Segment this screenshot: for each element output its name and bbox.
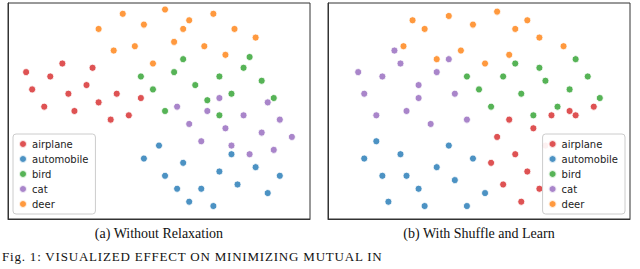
html-text:(b) With Shuffle and Learn: (b) With Shuffle and Learn <box>403 226 555 241</box>
svg-text:automobile: automobile <box>562 154 618 165</box>
svg-text:cat: cat <box>562 184 578 195</box>
svg-text:deer: deer <box>32 199 56 210</box>
svg-text:bird: bird <box>562 169 581 180</box>
svg-text:deer: deer <box>562 199 586 210</box>
svg-text:cat: cat <box>32 184 48 195</box>
html-text:(a) Without Relaxation: (a) Without Relaxation <box>94 226 224 241</box>
svg-text:airplane: airplane <box>562 139 603 150</box>
svg-text:automobile: automobile <box>32 154 88 165</box>
svg-text:bird: bird <box>32 169 51 180</box>
html-text:Fig. 1: VISUALIZED EFFECT ON M: Fig. 1: VISUALIZED EFFECT ON MINIMIZING … <box>2 249 383 264</box>
svg-text:airplane: airplane <box>32 139 73 150</box>
